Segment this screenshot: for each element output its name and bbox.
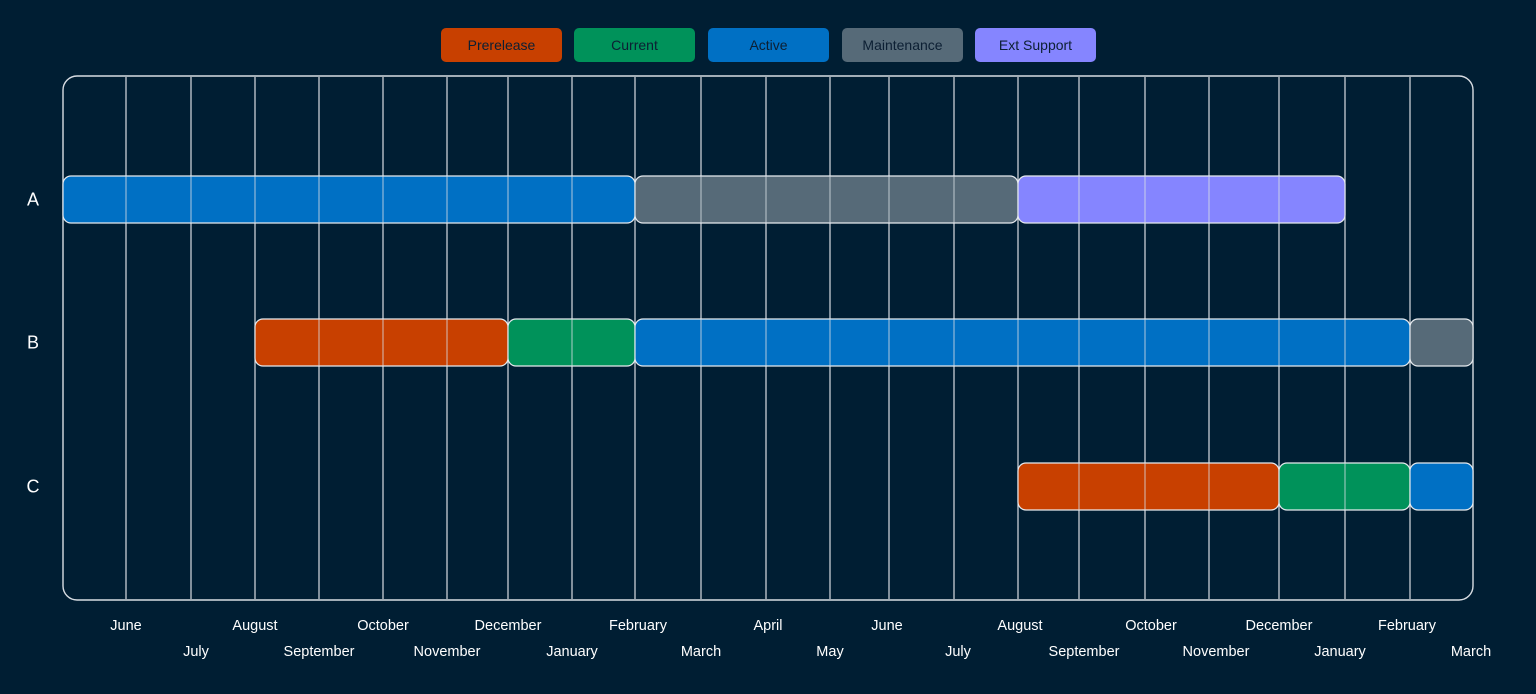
bar-c-active bbox=[1409, 462, 1474, 511]
bar-a-maintenance bbox=[634, 175, 1019, 224]
month-label: July bbox=[183, 644, 210, 660]
gridlines bbox=[125, 77, 1411, 599]
legend-swatch-maintenance bbox=[842, 28, 963, 62]
row-labels: A B C bbox=[27, 190, 40, 497]
row-label-a: A bbox=[27, 190, 39, 210]
month-label: March bbox=[1451, 644, 1491, 660]
month-label: March bbox=[681, 644, 721, 660]
legend-swatch-active bbox=[708, 28, 829, 62]
legend-label-maintenance: Maintenance bbox=[862, 37, 942, 53]
bar-b-active bbox=[634, 318, 1411, 367]
legend-label-current: Current bbox=[611, 37, 658, 53]
month-label: May bbox=[816, 644, 844, 660]
month-label: September bbox=[284, 644, 355, 660]
row-label-c: C bbox=[27, 477, 40, 497]
month-label: December bbox=[475, 618, 542, 634]
month-label: June bbox=[110, 618, 141, 634]
month-label: August bbox=[232, 618, 277, 634]
legend-swatch-ext-support bbox=[975, 28, 1096, 62]
bar-b-prerelease bbox=[254, 318, 509, 367]
month-label: February bbox=[609, 618, 668, 634]
legend: Prerelease Current Active Maintenance Ext Su… bbox=[441, 28, 1096, 62]
bar-b-current bbox=[507, 318, 636, 367]
month-label: June bbox=[871, 618, 902, 634]
month-label: October bbox=[357, 618, 409, 634]
legend-label-prerelease: Prerelease bbox=[468, 37, 536, 53]
month-label: April bbox=[753, 618, 782, 634]
month-label: July bbox=[945, 644, 972, 660]
month-label: January bbox=[1314, 644, 1366, 660]
row-label-b: B bbox=[27, 333, 39, 353]
bar-c-current bbox=[1278, 462, 1411, 511]
bars bbox=[62, 175, 1474, 511]
month-label: January bbox=[546, 644, 598, 660]
bar-c-prerelease bbox=[1017, 462, 1280, 511]
bar-b-maintenance bbox=[1409, 318, 1474, 367]
month-label: November bbox=[414, 644, 481, 660]
legend-label-ext-support: Ext Support bbox=[999, 37, 1072, 53]
month-label: November bbox=[1183, 644, 1250, 660]
month-label: December bbox=[1246, 618, 1313, 634]
legend-label-active: Active bbox=[749, 37, 787, 53]
bar-a-active bbox=[62, 175, 636, 224]
month-labels: JuneJulyAugustSeptemberOctoberNovemberDe… bbox=[110, 618, 1491, 660]
legend-swatch-current bbox=[574, 28, 695, 62]
month-label: September bbox=[1049, 644, 1120, 660]
month-label: February bbox=[1378, 618, 1437, 634]
bar-a-ext-support bbox=[1017, 175, 1346, 224]
legend-swatch-prerelease bbox=[441, 28, 562, 62]
month-label: October bbox=[1125, 618, 1177, 634]
month-label: August bbox=[997, 618, 1042, 634]
